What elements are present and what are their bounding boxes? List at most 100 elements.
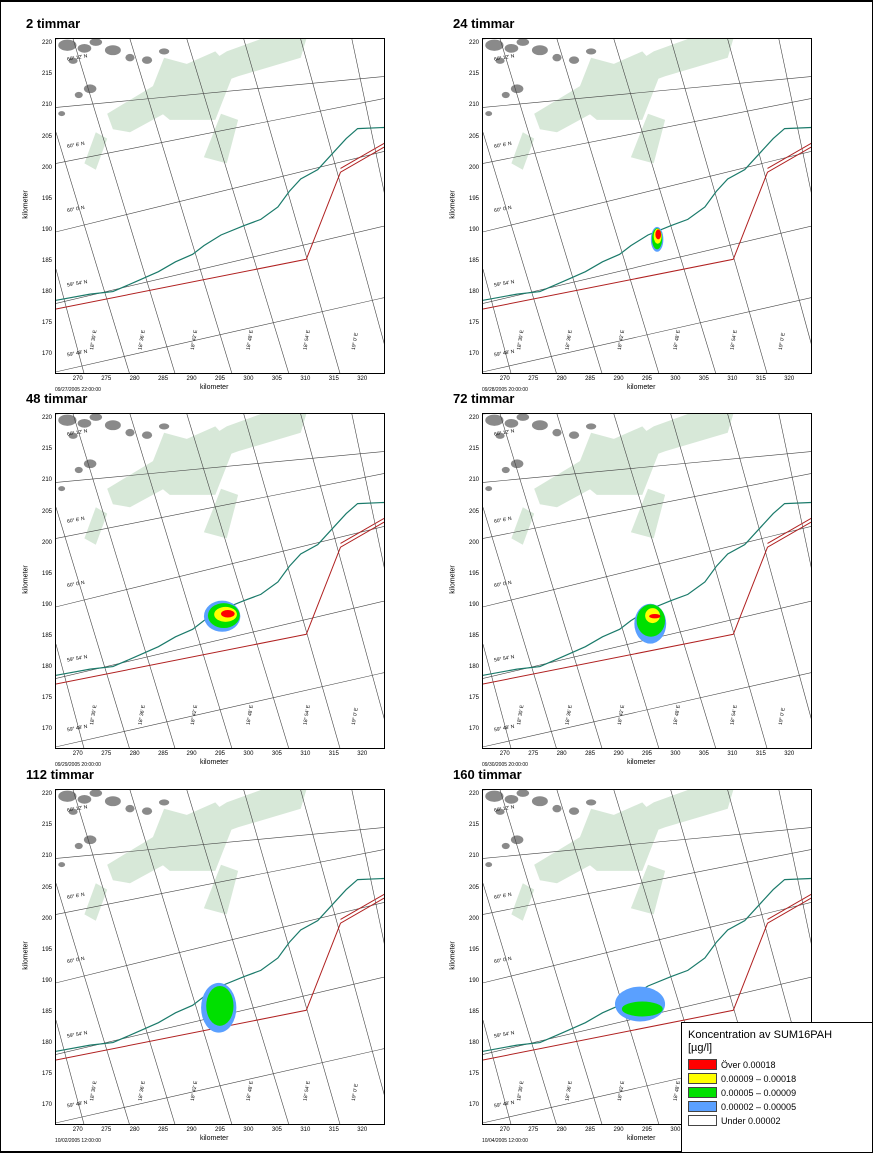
y-tick-label: 175 xyxy=(41,320,52,327)
island xyxy=(510,84,524,94)
graticule-line xyxy=(499,39,603,373)
y-tick-label: 205 xyxy=(468,884,479,891)
island xyxy=(125,428,135,437)
route-line xyxy=(340,142,384,169)
shoreline xyxy=(483,877,811,1052)
y-tick-label: 195 xyxy=(468,195,479,202)
map-svg: 60° 12' N 60° 6' N 60° 0' N 59° 54' N 59° 48… xyxy=(483,414,811,748)
panel-title: 24 timmar xyxy=(453,16,515,31)
route-line xyxy=(340,893,384,920)
x-tick-label: 280 xyxy=(556,1127,567,1133)
land-area xyxy=(181,51,233,83)
legend-swatch xyxy=(688,1073,717,1084)
island xyxy=(58,486,66,492)
longitude-label: 18° 48' E xyxy=(246,329,256,351)
latitude-label: 60° 6' N xyxy=(67,141,86,150)
x-tick-label: 280 xyxy=(556,376,567,382)
longitude-label: 18° 36' E xyxy=(137,329,147,351)
x-tick-label: 305 xyxy=(271,376,282,382)
panel-title: 2 timmar xyxy=(26,16,81,31)
x-tick-label: 310 xyxy=(300,1127,311,1133)
graticule-line xyxy=(56,473,384,539)
x-tick-label: 320 xyxy=(784,751,795,757)
island xyxy=(125,53,135,62)
route-line xyxy=(767,893,811,920)
graticule-line xyxy=(56,883,130,1124)
map-svg: 60° 12' N 60° 6' N 60° 0' N 59° 54' N 59° 48… xyxy=(483,39,811,373)
graticule-line xyxy=(483,849,811,915)
x-tick-label: 305 xyxy=(698,376,709,382)
island xyxy=(504,43,519,53)
graticule-line xyxy=(72,790,176,1124)
map-panel: 72 timmar 60° 12' N 60° 6' N 60° 0' N 59° 54… xyxy=(450,391,853,768)
concentration-contour xyxy=(621,1001,663,1017)
latitude-label: 60° 12' N xyxy=(67,804,89,814)
y-axis-label: kilometer xyxy=(449,190,457,219)
island xyxy=(568,431,580,439)
timestamp: 09/29/2005 20:00:00 xyxy=(55,762,101,768)
y-tick-label: 215 xyxy=(468,446,479,453)
x-tick-label: 315 xyxy=(328,376,339,382)
y-tick-label: 190 xyxy=(468,977,479,984)
map-plot-area: 60° 12' N 60° 6' N 60° 0' N 59° 54' N 59° 48… xyxy=(55,789,385,1125)
island xyxy=(516,790,530,797)
x-tick-label: 300 xyxy=(670,1127,681,1133)
x-tick-label: 280 xyxy=(129,376,140,382)
y-tick-label: 175 xyxy=(41,695,52,702)
x-tick-label: 285 xyxy=(158,376,169,382)
y-tick-label: 195 xyxy=(468,946,479,953)
y-tick-label: 180 xyxy=(468,664,479,671)
route-line xyxy=(767,517,811,544)
island xyxy=(158,423,170,430)
island xyxy=(58,39,77,51)
map-plot-area: 60° 12' N 60° 6' N 60° 0' N 59° 54' N 59° 48… xyxy=(55,413,385,749)
legend-label: 0.00009 – 0.00018 xyxy=(721,1073,797,1084)
x-tick-label: 300 xyxy=(670,376,681,382)
x-tick-label: 295 xyxy=(641,1127,652,1133)
concentration-contour xyxy=(221,610,235,618)
y-tick-label: 200 xyxy=(468,915,479,922)
latitude-label: 60° 0' N xyxy=(494,580,513,589)
island xyxy=(585,799,597,806)
island xyxy=(89,39,103,46)
map-panel: 48 timmar 60° 12' N 60° 6' N 60° 0' N 59° 54… xyxy=(23,391,426,768)
latitude-label: 60° 12' N xyxy=(494,428,516,438)
concentration-contour xyxy=(206,986,234,1026)
longitude-label: 18° 48' E xyxy=(673,329,683,351)
island xyxy=(531,796,548,807)
x-tick-label: 295 xyxy=(214,376,225,382)
longitude-label: 18° 54' E xyxy=(302,329,312,351)
latitude-label: 60° 0' N xyxy=(494,205,513,214)
y-tick-label: 185 xyxy=(41,258,52,264)
x-axis-label: kilometer xyxy=(627,759,656,766)
island xyxy=(568,807,580,815)
x-tick-label: 275 xyxy=(528,376,539,382)
map-svg: 60° 12' N 60° 6' N 60° 0' N 59° 54' N 59° 48… xyxy=(56,414,384,748)
longitude-label: 19° 0' E xyxy=(351,707,360,726)
latitude-label: 59° 48' N xyxy=(494,724,516,734)
graticule-line xyxy=(300,39,384,344)
graticule-line xyxy=(351,790,384,944)
x-tick-label: 315 xyxy=(755,376,766,382)
graticule-line xyxy=(129,790,233,1124)
legend-item: 0.00002 – 0.00005 xyxy=(688,1100,866,1113)
island xyxy=(552,804,562,813)
island xyxy=(510,459,524,469)
x-tick-label: 270 xyxy=(499,751,510,757)
island xyxy=(68,57,78,64)
x-tick-label: 285 xyxy=(585,1127,596,1133)
graticule-line xyxy=(483,269,512,373)
graticule-line xyxy=(56,269,85,373)
longitude-label: 18° 54' E xyxy=(729,329,739,351)
x-axis-label: kilometer xyxy=(200,1135,229,1142)
latitude-label: 59° 54' N xyxy=(67,279,89,289)
graticule-line xyxy=(499,414,603,748)
island xyxy=(501,91,510,99)
legend-label: 0.00005 – 0.00009 xyxy=(721,1087,797,1098)
y-tick-label: 175 xyxy=(41,1071,52,1078)
y-tick-label: 180 xyxy=(41,1040,52,1047)
graticule-line xyxy=(56,151,384,233)
graticule-line xyxy=(351,39,384,193)
island xyxy=(158,799,170,806)
graticule-line xyxy=(556,790,660,1124)
